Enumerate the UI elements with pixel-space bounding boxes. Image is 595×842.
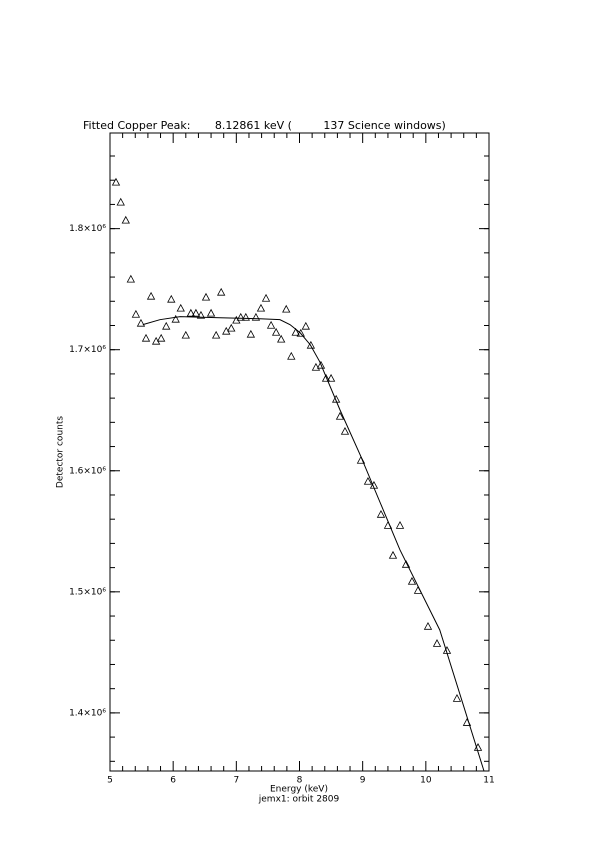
data-point	[340, 426, 350, 435]
data-point	[236, 312, 245, 321]
data-point	[452, 694, 462, 702]
data-point	[271, 327, 281, 336]
data-point	[206, 308, 216, 317]
y-tick-label: 1.4×10⁶	[69, 708, 106, 718]
data-point	[376, 509, 386, 518]
data-point	[251, 312, 261, 321]
data-point	[131, 309, 141, 318]
data-point	[201, 292, 211, 301]
data-point	[321, 373, 331, 382]
data-point	[181, 330, 190, 339]
y-axis-label: Detector counts	[56, 416, 66, 488]
x-tick-label: 9	[360, 776, 366, 786]
data-point	[227, 323, 236, 332]
data-point	[126, 274, 136, 283]
data-point	[141, 333, 151, 342]
data-point	[256, 303, 266, 312]
data-point	[287, 351, 296, 360]
data-point	[196, 310, 206, 319]
x-axis-label: Energy (keV)	[270, 785, 328, 795]
data-point	[136, 318, 146, 327]
data-point	[176, 303, 185, 312]
data-point	[282, 304, 291, 313]
data-point	[186, 308, 196, 317]
data-point	[156, 333, 166, 342]
data-point	[326, 373, 336, 382]
data-point	[246, 329, 256, 338]
data-point	[241, 312, 250, 321]
data-point	[121, 215, 130, 224]
data-point	[111, 177, 121, 186]
data-point	[432, 639, 442, 647]
x-tick-label: 6	[170, 776, 176, 786]
data-point	[407, 576, 417, 585]
data-point	[191, 308, 201, 317]
data-point	[211, 330, 221, 339]
data-point	[395, 521, 405, 529]
data-point	[291, 327, 300, 336]
data-point	[261, 293, 271, 302]
data-point	[167, 294, 176, 303]
data-point	[401, 559, 411, 568]
data-point	[266, 320, 276, 329]
data-point	[363, 476, 373, 485]
data-point	[296, 328, 305, 337]
y-tick-label: 1.5×10⁶	[69, 587, 106, 597]
data-point	[423, 621, 433, 630]
x-tick-label: 7	[233, 776, 239, 786]
data-point	[301, 321, 310, 330]
data-point	[335, 411, 345, 420]
data-point	[171, 314, 180, 323]
data-point	[316, 360, 326, 369]
chart-title: Fitted Copper Peak: 8.12861 keV ( 137 Sc…	[83, 119, 446, 132]
data-point	[388, 550, 398, 559]
data-point	[306, 340, 316, 349]
x-tick-label: 10	[420, 776, 432, 786]
x-tick-label: 5	[107, 776, 113, 786]
y-tick-label: 1.6×10⁶	[69, 466, 106, 476]
y-tick-label: 1.7×10⁶	[69, 345, 106, 355]
data-point	[162, 321, 171, 330]
data-point	[331, 394, 341, 403]
data-point	[277, 334, 286, 343]
x-tick-label: 8	[297, 776, 303, 786]
data-point	[116, 197, 125, 206]
data-point	[146, 291, 156, 300]
subtitle: jemx1: orbit 2809	[258, 795, 340, 805]
x-tick-label: 11	[483, 776, 494, 786]
fit-line	[142, 316, 485, 772]
y-tick-label: 1.8×10⁶	[69, 224, 106, 234]
data-point	[217, 287, 226, 296]
